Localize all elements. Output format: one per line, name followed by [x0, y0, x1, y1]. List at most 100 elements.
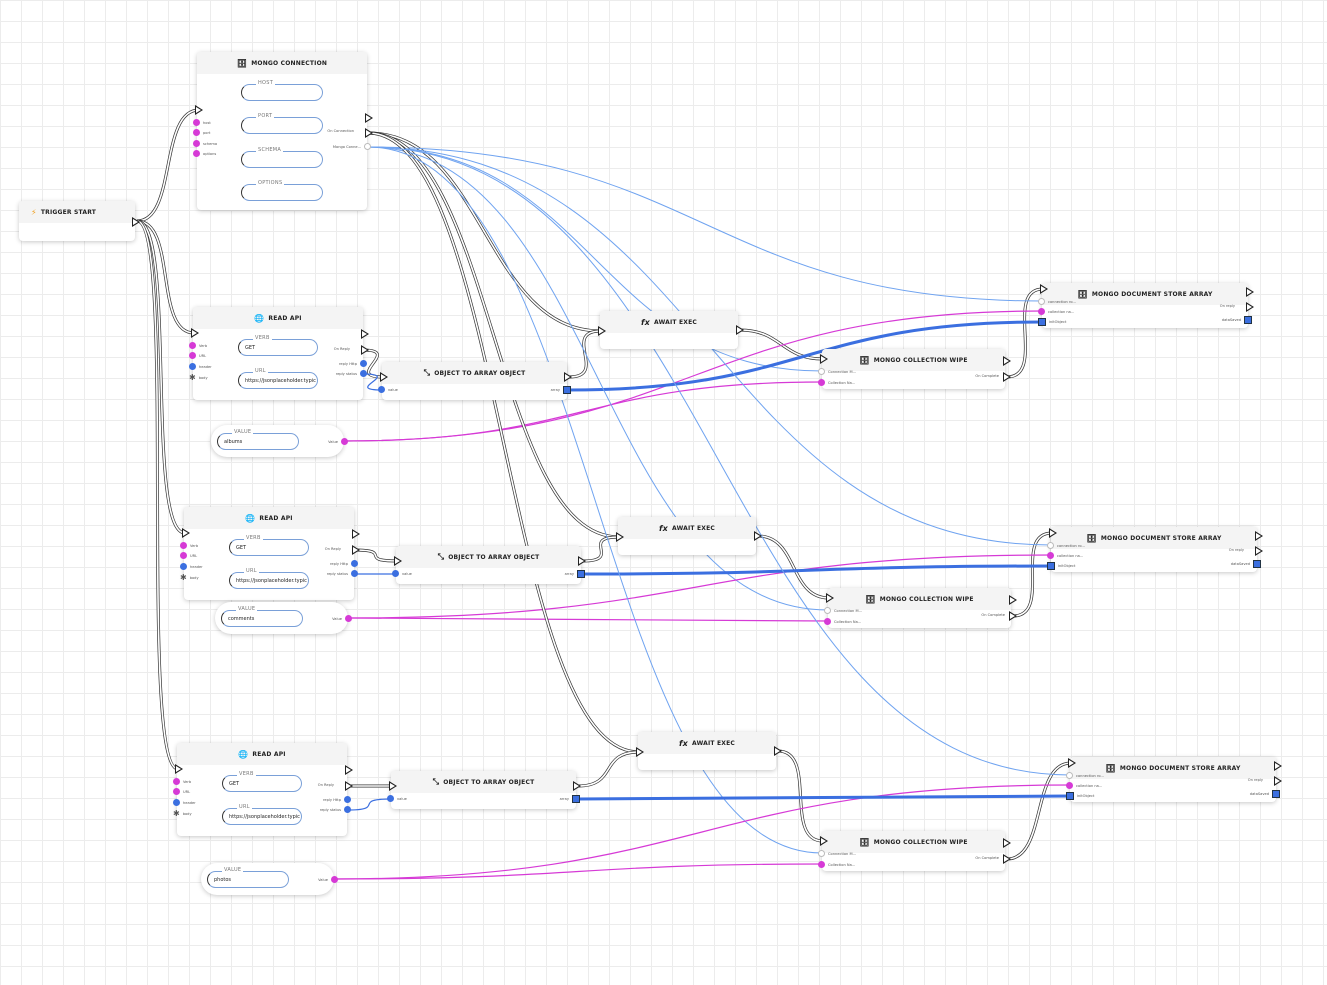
array-out-port[interactable]: array — [551, 386, 571, 394]
reply-status-port[interactable]: reply status — [327, 570, 358, 577]
connection-in-port[interactable]: connection ro... — [1038, 298, 1076, 305]
port-field[interactable]: PORT — [241, 113, 323, 134]
on-complete-port[interactable] — [1003, 372, 1011, 382]
reply-status-port[interactable]: reply status — [320, 806, 351, 813]
mongo-collection-wipe-node[interactable]: 🗄 MONGO COLLECTION WIPE Connection M... C… — [818, 831, 1011, 871]
verb-port[interactable]: Verb — [173, 778, 191, 785]
exec-out-port[interactable] — [365, 113, 373, 123]
exec-out-port[interactable] — [1255, 531, 1263, 541]
collection-name-port[interactable]: Collection Na... — [824, 618, 861, 625]
exec-in-port[interactable] — [394, 556, 402, 566]
value-in-port[interactable]: value — [387, 795, 407, 802]
mongo-document-store-array-node[interactable]: 🗄 MONGO DOCUMENT STORE ARRAY connection r… — [1066, 757, 1282, 802]
connection-in-port[interactable]: connection ro... — [1066, 772, 1104, 779]
await-exec-node[interactable]: fx AWAIT EXEC — [636, 732, 782, 770]
init-object-port[interactable]: initObject — [1038, 318, 1066, 326]
object-to-array-node[interactable]: ⤡ OBJECT TO ARRAY OBJECT value array — [392, 546, 586, 584]
verb-field[interactable]: VERB GET — [229, 535, 309, 556]
on-complete-port[interactable] — [1003, 854, 1011, 864]
exec-in-port[interactable] — [1068, 758, 1076, 768]
mongo-connection-out-port[interactable]: Mongo Conne... — [333, 143, 371, 150]
read-api-node[interactable]: 🌐 READ API Verb URL header ✱ body On Reply… — [173, 743, 353, 836]
await-exec-node[interactable]: fx AWAIT EXEC — [616, 517, 762, 555]
reply-http-port[interactable]: reply Http — [330, 560, 358, 567]
data-saved-port[interactable]: dataSaved — [1231, 560, 1261, 568]
exec-out-port[interactable] — [1003, 838, 1011, 848]
value-out-port[interactable]: Value — [328, 438, 348, 445]
connection-in-port[interactable]: Connection M... — [824, 607, 862, 614]
collection-name-port[interactable]: Collection Na... — [818, 861, 855, 868]
data-saved-port[interactable]: dataSaved — [1250, 790, 1280, 798]
read-api-node[interactable]: 🌐 READ API Verb URL header ✱ body On Reply… — [189, 307, 369, 400]
exec-out-port[interactable] — [564, 372, 572, 382]
array-out-port[interactable]: array — [560, 795, 580, 803]
value-node[interactable]: VALUE photos Value — [201, 863, 338, 895]
host-port[interactable]: host — [193, 119, 211, 126]
exec-in-port[interactable] — [820, 836, 828, 846]
array-out-port[interactable]: array — [565, 570, 585, 578]
verb-port[interactable]: Verb — [189, 342, 207, 349]
schema-field[interactable]: SCHEMA — [241, 147, 323, 168]
exec-out-port[interactable] — [754, 531, 762, 541]
mongo-connection-node[interactable]: 🗄 MONGO CONNECTION host port schema optio… — [193, 52, 373, 210]
exec-in-port[interactable] — [195, 105, 203, 115]
options-port[interactable]: options — [193, 150, 216, 157]
url-port[interactable]: URL — [173, 788, 190, 795]
exec-in-port[interactable] — [1049, 528, 1057, 538]
port-port[interactable]: port — [193, 129, 210, 136]
exec-out-port[interactable] — [736, 325, 744, 335]
host-field[interactable]: HOST — [241, 80, 323, 101]
verb-port[interactable]: Verb — [180, 542, 198, 549]
value-field[interactable]: VALUE albums — [217, 429, 299, 450]
value-field[interactable]: VALUE photos — [207, 867, 289, 888]
exec-out-port[interactable] — [1009, 595, 1017, 605]
connection-in-port[interactable]: Connection M... — [818, 368, 856, 375]
reply-http-port[interactable]: reply Http — [339, 360, 367, 367]
exec-in-port[interactable] — [380, 372, 388, 382]
verb-field[interactable]: VERB GET — [222, 771, 302, 792]
on-reply-port[interactable] — [345, 781, 353, 791]
schema-port[interactable]: schema — [193, 140, 217, 147]
exec-out-port[interactable] — [1274, 761, 1282, 771]
body-port[interactable]: ✱ body — [173, 809, 192, 818]
value-node[interactable]: VALUE albums Value — [211, 425, 348, 457]
await-exec-node[interactable]: fx AWAIT EXEC — [598, 311, 744, 349]
exec-in-port[interactable] — [182, 528, 190, 538]
connection-in-port[interactable]: Connection M... — [818, 850, 856, 857]
body-port[interactable]: ✱ body — [189, 373, 208, 382]
body-port[interactable]: ✱ body — [180, 573, 199, 582]
reply-status-port[interactable]: reply status — [336, 370, 367, 377]
options-field[interactable]: OPTIONS — [241, 180, 323, 201]
exec-in-port[interactable] — [826, 593, 834, 603]
exec-in-port[interactable] — [1040, 284, 1048, 294]
exec-out-port[interactable] — [1246, 287, 1254, 297]
on-reply-port[interactable] — [352, 545, 360, 555]
value-in-port[interactable]: value — [392, 570, 412, 577]
trigger-start-node[interactable]: ⚡ TRIGGER START — [19, 201, 140, 241]
header-port[interactable]: header — [180, 563, 203, 570]
exec-out-port[interactable] — [578, 556, 586, 566]
value-node[interactable]: VALUE comments Value — [215, 602, 352, 634]
url-field[interactable]: URL https://jsonplaceholder.typic — [229, 568, 309, 589]
exec-out-port[interactable] — [352, 529, 360, 539]
exec-in-port[interactable] — [598, 326, 606, 336]
object-to-array-node[interactable]: ⤡ OBJECT TO ARRAY OBJECT value array — [378, 362, 572, 400]
collection-name-port[interactable]: collection na... — [1047, 552, 1083, 559]
object-to-array-node[interactable]: ⤡ OBJECT TO ARRAY OBJECT value array — [387, 771, 581, 809]
mongo-document-store-array-node[interactable]: 🗄 MONGO DOCUMENT STORE ARRAY connection r… — [1047, 527, 1263, 572]
verb-field[interactable]: VERB GET — [238, 335, 318, 356]
url-field[interactable]: URL https://jsonplaceholder.typic — [222, 804, 302, 825]
connection-in-port[interactable]: connection ro... — [1047, 542, 1085, 549]
exec-out-port[interactable] — [774, 746, 782, 756]
data-saved-port[interactable]: dataSaved — [1222, 316, 1252, 324]
exec-in-port[interactable] — [175, 764, 183, 774]
on-complete-port[interactable] — [1009, 611, 1017, 621]
value-field[interactable]: VALUE comments — [221, 606, 303, 627]
on-reply-port[interactable] — [361, 345, 369, 355]
header-port[interactable]: header — [189, 363, 212, 370]
exec-in-port[interactable] — [636, 747, 644, 757]
header-port[interactable]: header — [173, 799, 196, 806]
mongo-document-store-array-node[interactable]: 🗄 MONGO DOCUMENT STORE ARRAY connection r… — [1038, 283, 1254, 328]
mongo-collection-wipe-node[interactable]: 🗄 MONGO COLLECTION WIPE Connection M... C… — [818, 349, 1011, 389]
init-object-port[interactable]: initObject — [1066, 792, 1094, 800]
